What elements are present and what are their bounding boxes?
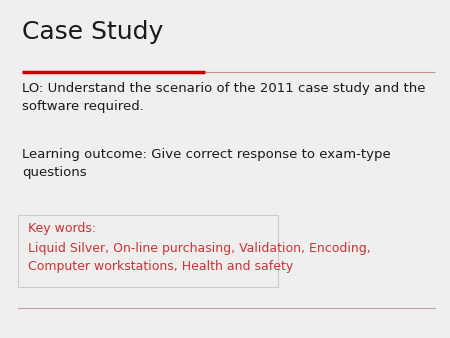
Text: Case Study: Case Study <box>22 20 163 44</box>
Text: Liquid Silver, On-line purchasing, Validation, Encoding,
Computer workstations, : Liquid Silver, On-line purchasing, Valid… <box>28 242 371 273</box>
Text: Learning outcome: Give correct response to exam-type
questions: Learning outcome: Give correct response … <box>22 148 391 179</box>
Text: LO: Understand the scenario of the 2011 case study and the
software required.: LO: Understand the scenario of the 2011 … <box>22 82 426 113</box>
FancyBboxPatch shape <box>18 215 278 287</box>
Text: Key words:: Key words: <box>28 222 96 235</box>
